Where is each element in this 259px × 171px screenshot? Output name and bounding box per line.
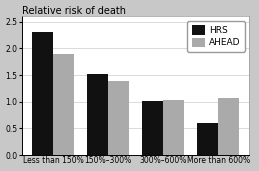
Bar	[108, 81, 129, 155]
Bar	[142, 101, 163, 155]
Bar	[163, 100, 184, 155]
Bar	[32, 32, 53, 155]
Bar	[87, 74, 108, 155]
Legend: HRS, AHEAD: HRS, AHEAD	[187, 21, 245, 52]
Bar	[53, 54, 74, 155]
Bar	[197, 123, 218, 155]
Text: Relative risk of death: Relative risk of death	[22, 5, 126, 16]
Bar	[218, 98, 239, 155]
